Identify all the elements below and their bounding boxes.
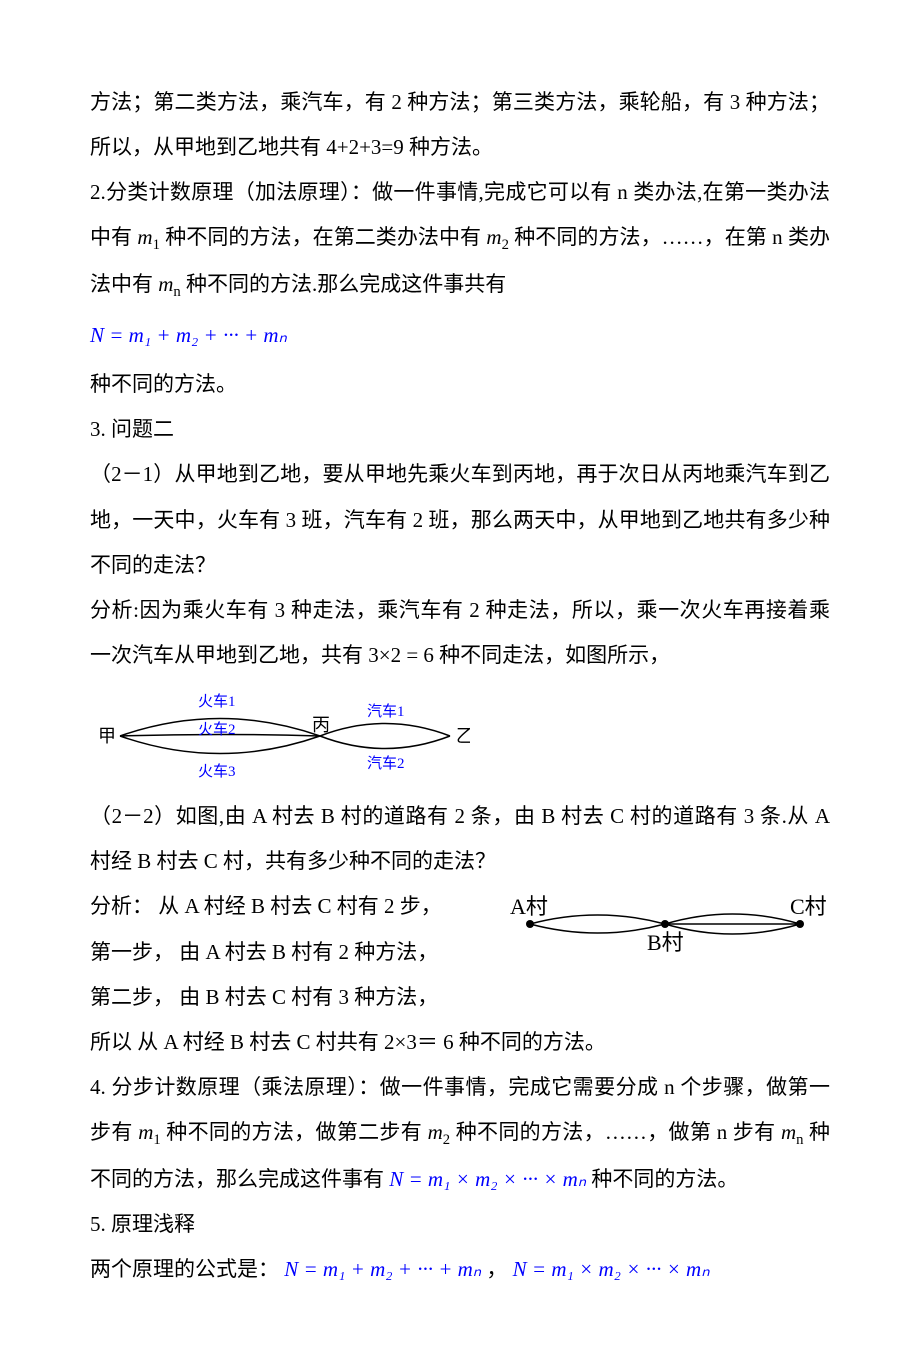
- svg-text:火车3: 火车3: [198, 763, 236, 780]
- paragraph-1: 方法；第二类方法，乘汽车，有 2 种方法；第三类方法，乘轮船，有 3 种方法；所…: [90, 80, 830, 170]
- heading-3: 3. 问题二: [90, 407, 830, 452]
- subscript: 1: [153, 238, 160, 254]
- svg-text:甲: 甲: [98, 726, 116, 746]
- heading-5: 5. 原理浅释: [90, 1202, 830, 1247]
- subscript: 2: [502, 238, 509, 254]
- diagram-villages: A村 B村 C村: [490, 884, 830, 964]
- svg-text:B村: B村: [647, 930, 684, 955]
- text: 种不同的方法，在第二类办法中有: [165, 225, 486, 249]
- var: m: [137, 225, 152, 249]
- paragraph-8: 分析： 从 A 村经 B 村去 C 村有 2 步，: [90, 884, 470, 929]
- subscript: 1: [153, 1132, 160, 1148]
- var: m: [138, 1120, 153, 1144]
- paragraph-9: 第一步， 由 A 村去 B 村有 2 种方法，: [90, 930, 470, 975]
- svg-text:C村: C村: [790, 894, 827, 919]
- svg-text:汽车2: 汽车2: [367, 755, 405, 772]
- paragraph-2: 2.分类计数原理（加法原理）：做一件事情,完成它可以有 n 类办法,在第一类办法…: [90, 170, 830, 309]
- text: 两个原理的公式是：: [90, 1257, 284, 1281]
- var: m: [428, 1120, 443, 1144]
- formula-multiplication: N = m₁ × m₂ × ··· × mₙ: [389, 1167, 586, 1191]
- paragraph-3: 种不同的方法。: [90, 362, 830, 407]
- figure-1: 甲 丙乙 火车1 火车2 火车3 汽车1 汽车2: [90, 686, 830, 786]
- text: 种不同的方法。: [586, 1167, 738, 1191]
- paragraph-6: 分析:因为乘火车有 3 种走法，乘汽车有 2 种走法，所以，乘一次火车再接着乘一…: [90, 588, 830, 678]
- text: 种不同的方法，做第二步有: [161, 1120, 428, 1144]
- subscript: n: [173, 284, 180, 300]
- paragraph-5: （2－1）从甲地到乙地，要从甲地先乘火车到丙地，再于次日从丙地乘汽车到乙地，一天…: [90, 452, 830, 587]
- var: m: [781, 1120, 796, 1144]
- var: m: [486, 225, 501, 249]
- var: m: [158, 272, 173, 296]
- diagram-train-bus: 甲 丙乙 火车1 火车2 火车3 汽车1 汽车2: [90, 686, 470, 786]
- paragraph-14: 两个原理的公式是： N = m₁ + m₂ + ··· + mₙ ， N = m…: [90, 1247, 830, 1292]
- text: 种不同的方法.那么完成这件事共有: [181, 272, 507, 296]
- svg-text:汽车1: 汽车1: [367, 703, 405, 720]
- formula-addition: N = m₁ + m₂ + ··· + mₙ: [90, 309, 830, 362]
- paragraph-12: 4. 分步计数原理（乘法原理）：做一件事情，完成它需要分成 n 个步骤，做第一步…: [90, 1065, 830, 1202]
- paragraph-10: 第二步， 由 B 村去 C 村有 3 种方法，: [90, 975, 470, 1020]
- svg-text:A村: A村: [510, 894, 548, 919]
- text: 种不同的方法，……，做第 n 步有: [450, 1120, 781, 1144]
- text: ，: [481, 1257, 513, 1281]
- formula-addition-2: N = m₁ + m₂ + ··· + mₙ: [284, 1257, 481, 1281]
- svg-text:乙: 乙: [456, 726, 470, 746]
- figure-2: A村 B村 C村: [490, 884, 830, 964]
- svg-text:丙: 丙: [312, 715, 330, 735]
- svg-text:火车1: 火车1: [198, 693, 236, 710]
- paragraph-11: 所以 从 A 村经 B 村去 C 村共有 2×3＝ 6 种不同的方法。: [90, 1020, 830, 1065]
- formula-multiplication-2: N = m₁ × m₂ × ··· × mₙ: [513, 1257, 710, 1281]
- paragraph-7: （2－2）如图,由 A 村去 B 村的道路有 2 条，由 B 村去 C 村的道路…: [90, 794, 830, 884]
- svg-text:火车2: 火车2: [198, 721, 236, 738]
